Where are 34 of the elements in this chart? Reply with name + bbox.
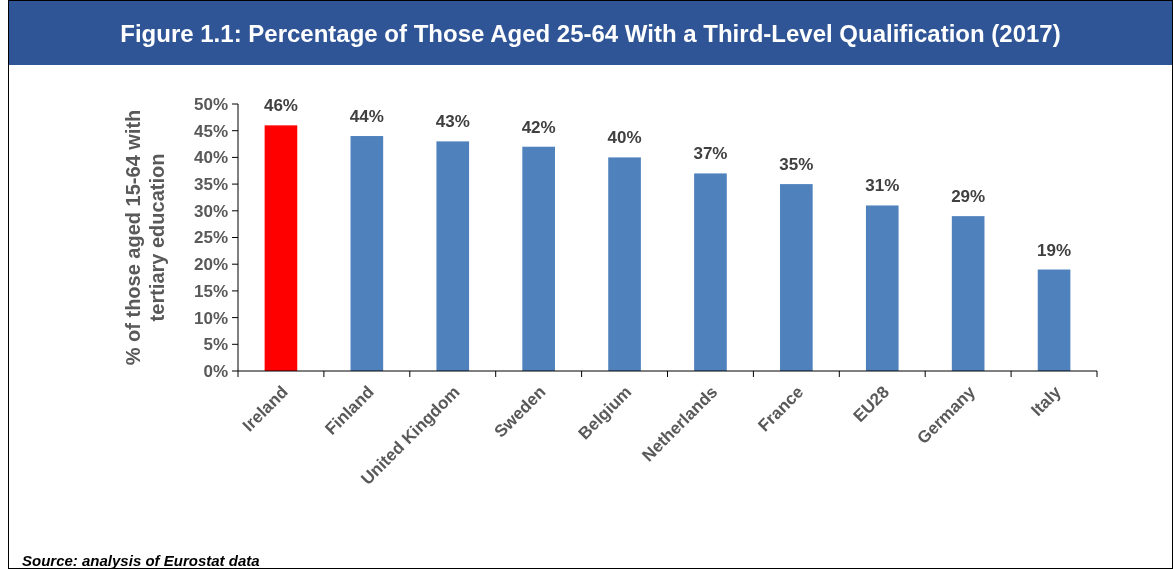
y-tick-label: 45% xyxy=(193,121,228,141)
data-label: 40% xyxy=(607,128,642,148)
y-tick-label: 10% xyxy=(193,308,228,328)
y-tick-label: 35% xyxy=(193,175,228,195)
data-label: 43% xyxy=(435,112,470,132)
data-label: 42% xyxy=(521,117,556,137)
data-label: 35% xyxy=(779,155,814,175)
source-note: Source: analysis of Eurostat data xyxy=(22,552,260,569)
data-label: 46% xyxy=(263,96,298,116)
bar xyxy=(865,205,899,371)
bar xyxy=(608,157,641,371)
bar xyxy=(694,173,727,371)
bar xyxy=(264,125,298,371)
y-tick-label: 5% xyxy=(203,335,228,355)
y-tick-label: 0% xyxy=(203,361,228,381)
y-tick-label: 20% xyxy=(193,255,228,275)
chart-title: Figure 1.1: Percentage of Those Aged 25-64 With a Third-Level Qualification (2017) xyxy=(120,20,1061,47)
data-label: 37% xyxy=(693,144,728,164)
bar xyxy=(350,136,384,371)
data-label: 19% xyxy=(1037,240,1072,260)
bar xyxy=(951,216,985,371)
bar xyxy=(1037,269,1071,371)
bar xyxy=(522,146,555,371)
data-label: 31% xyxy=(865,176,900,196)
y-axis-title: % of those aged 15-64 with tertiary education xyxy=(122,109,168,366)
y-tick-label: 50% xyxy=(193,94,228,114)
y-tick-label: 30% xyxy=(193,201,228,221)
data-label: 44% xyxy=(349,107,384,127)
bar xyxy=(780,184,813,371)
y-tick-label: 15% xyxy=(193,281,228,301)
y-tick-label: 40% xyxy=(193,148,228,168)
data-label: 29% xyxy=(951,187,986,207)
y-tick-label: 25% xyxy=(193,228,228,248)
bar xyxy=(436,141,470,371)
